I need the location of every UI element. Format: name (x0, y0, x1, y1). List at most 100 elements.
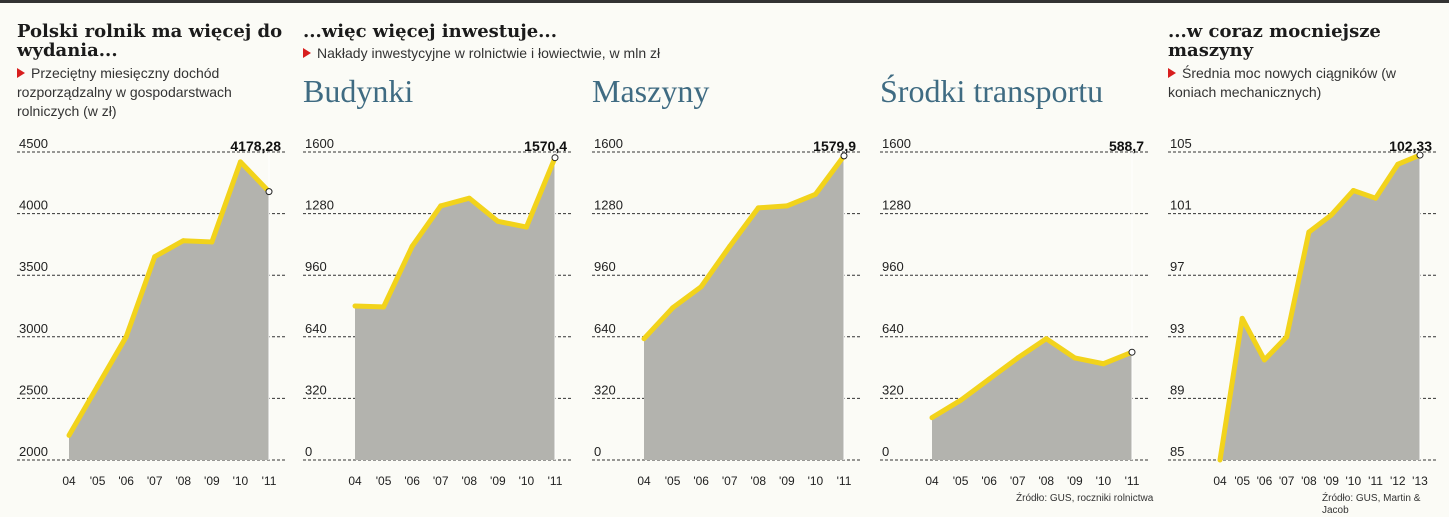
series-line-segment (784, 191, 818, 209)
y-tick-label: 85 (1170, 444, 1184, 459)
y-tick-label: 89 (1170, 382, 1184, 397)
source-note-1: Źródło: GUS, roczniki rolnictwa (1016, 493, 1154, 504)
end-point-marker (840, 152, 848, 160)
series-line-segment (1373, 161, 1401, 201)
chart-dochod: 2000 2500 3000 3500 4000 4500 4178,28 04 '05 '06 '… (17, 136, 285, 488)
x-tick-label: '10 (808, 474, 824, 488)
triangle-icon (17, 68, 25, 78)
x-tick-label: 04 (925, 474, 939, 488)
series-line-segment (1015, 336, 1049, 361)
area-fill (1220, 155, 1420, 460)
area-fill (355, 157, 555, 460)
y-tick-label: 960 (882, 259, 904, 274)
series-line-segment (495, 218, 529, 230)
max-value-label: 1579,9 (813, 138, 856, 154)
y-tick-label: 0 (594, 444, 601, 459)
y-tick-label: 1280 (594, 198, 623, 213)
x-tick-label: '11 (1368, 474, 1383, 488)
series-line-segment (381, 243, 415, 310)
big-title-srodki-transportu: Środki transportu (880, 73, 1104, 109)
series-line-segment (152, 238, 186, 260)
y-tick-label: 101 (1170, 198, 1192, 213)
chart-budynki: 0 320 640 960 1280 1600 1570,4 04 '05 '06 '07 '08 '0… (303, 136, 571, 488)
series-line-segment (352, 303, 387, 310)
end-point-marker (1416, 151, 1424, 159)
max-value-label: 102,33 (1389, 138, 1432, 154)
series-line-segment (66, 383, 101, 438)
x-tick-label: '11 (262, 474, 277, 488)
chart-srodki-transportu: 0 320 640 960 1280 1600 588,7 04 '05 '06 '07 '08 '09… (880, 136, 1148, 488)
series-line-segment (641, 305, 676, 342)
y-tick-label: 4000 (19, 198, 48, 213)
x-tick-label: '09 (204, 474, 220, 488)
x-tick-label: '07 (433, 474, 449, 488)
series-line-segment (958, 376, 992, 403)
area-fill (69, 161, 269, 460)
y-tick-label: 640 (594, 321, 616, 336)
max-value-label: 588,7 (1109, 138, 1144, 154)
x-tick-label: '13 (1412, 474, 1428, 488)
x-tick-label: 04 (637, 474, 651, 488)
series-line-segment (812, 153, 847, 197)
x-tick-label: '05 (665, 474, 681, 488)
x-tick-label: '07 (1279, 474, 1295, 488)
y-tick-label: 320 (882, 382, 904, 397)
series-line-segment (1261, 334, 1290, 363)
series-line-segment (466, 195, 501, 224)
max-value-label: 4178,28 (230, 138, 281, 154)
y-tick-label: 0 (305, 444, 312, 459)
header1-subtitle: Przeciętny miesięczny dochód rozporządza… (17, 65, 232, 119)
x-tick-label: '05 (1234, 474, 1250, 488)
series-line-segment (1350, 188, 1379, 201)
x-tick-label: '06 (981, 474, 997, 488)
x-tick-label: '08 (1301, 474, 1317, 488)
x-tick-label: '08 (175, 474, 191, 488)
y-tick-label: 3500 (19, 259, 48, 274)
x-tick-label: '05 (953, 474, 969, 488)
x-tick-label: '09 (779, 474, 795, 488)
area-fill (644, 155, 844, 460)
series-line-segment (1306, 212, 1334, 235)
end-point-marker (551, 154, 559, 162)
y-tick-label: 1280 (305, 198, 334, 213)
y-tick-label: 960 (305, 259, 327, 274)
series-line-segment (1100, 349, 1135, 367)
x-tick-label: '10 (233, 474, 249, 488)
triangle-icon (303, 48, 311, 58)
big-title-maszyny: Maszyny (592, 73, 710, 109)
x-tick-label: '07 (722, 474, 738, 488)
y-tick-label: 4500 (19, 136, 48, 151)
series-line-segment (1217, 315, 1245, 463)
series-line-segment (670, 284, 704, 311)
x-tick-label: '11 (1125, 474, 1140, 488)
series-line-segment (237, 159, 272, 195)
source-note-2: Źródło: GUS, Martin & Jacob (1322, 493, 1421, 516)
x-tick-label: '05 (90, 474, 106, 488)
header2-subtitle: Nakłady inwestycyjne w rolnictwie i łowi… (303, 44, 863, 63)
series-line-segment (1284, 229, 1312, 340)
series-line-segment (180, 238, 215, 245)
series-line-segment (438, 195, 472, 209)
header3-subtitle: Średnia moc nowych ciągników (w koniach … (1168, 65, 1396, 100)
x-tick-label: '08 (1038, 474, 1054, 488)
x-tick-label: '06 (693, 474, 709, 488)
x-tick-label: '11 (548, 474, 563, 488)
y-tick-label: 1600 (594, 136, 623, 151)
series-line-segment (523, 155, 558, 230)
x-tick-label: '09 (1067, 474, 1083, 488)
series-line-segment (698, 243, 733, 290)
x-tick-label: '08 (461, 474, 477, 488)
header3-title: ...w coraz mocniejsze maszyny (1168, 21, 1381, 61)
header1-title: Polski rolnik ma więcej do wydania... (17, 21, 283, 61)
y-tick-label: 0 (882, 444, 889, 459)
chart-maszyny: 0 320 640 960 1280 1600 1579,9 04 '05 '06 '07 '08 '0… (592, 136, 860, 488)
y-tick-label: 640 (305, 321, 327, 336)
x-tick-label: 04 (62, 474, 76, 488)
x-tick-label: '09 (490, 474, 506, 488)
y-tick-label: 1600 (882, 136, 911, 151)
x-tick-label: '06 (404, 474, 420, 488)
series-line-segment (95, 334, 129, 389)
area-fill (932, 338, 1132, 460)
y-tick-label: 960 (594, 259, 616, 274)
series-line-segment (1239, 315, 1267, 363)
